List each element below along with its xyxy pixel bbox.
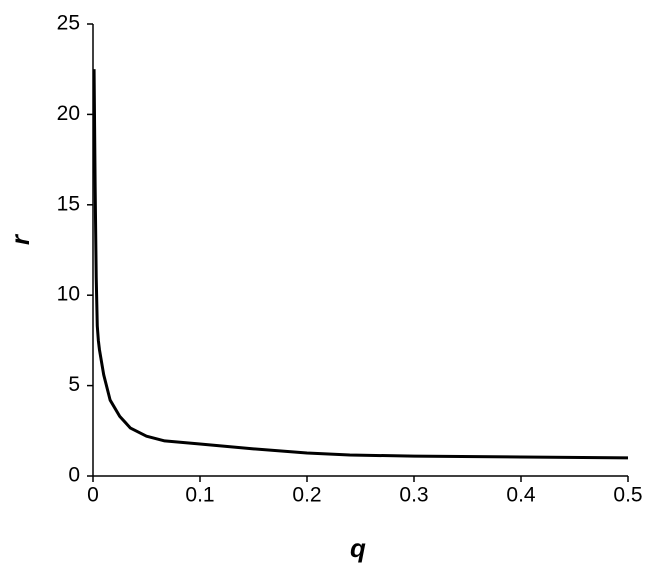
x-tick-label: 0.4 (506, 484, 536, 507)
line (92, 69, 629, 460)
x-tick-label: 0 (87, 484, 99, 507)
y-tick-label: 10 (57, 283, 80, 306)
y-axis-title: r (5, 233, 35, 245)
y-tick-label: 0 (68, 464, 80, 487)
y-tick-label: 5 (68, 373, 80, 396)
x-tick-label: 0.3 (399, 484, 428, 507)
y-tick-label: 15 (57, 192, 80, 215)
x-tick-label: 0.2 (292, 484, 321, 507)
y-tick-label: 20 (57, 102, 80, 125)
x-axis-title: q (350, 533, 366, 563)
y-tick-label: 25 (57, 12, 80, 35)
x-tick-label: 0.5 (613, 484, 642, 507)
x-tick-label: 0.1 (185, 484, 214, 507)
